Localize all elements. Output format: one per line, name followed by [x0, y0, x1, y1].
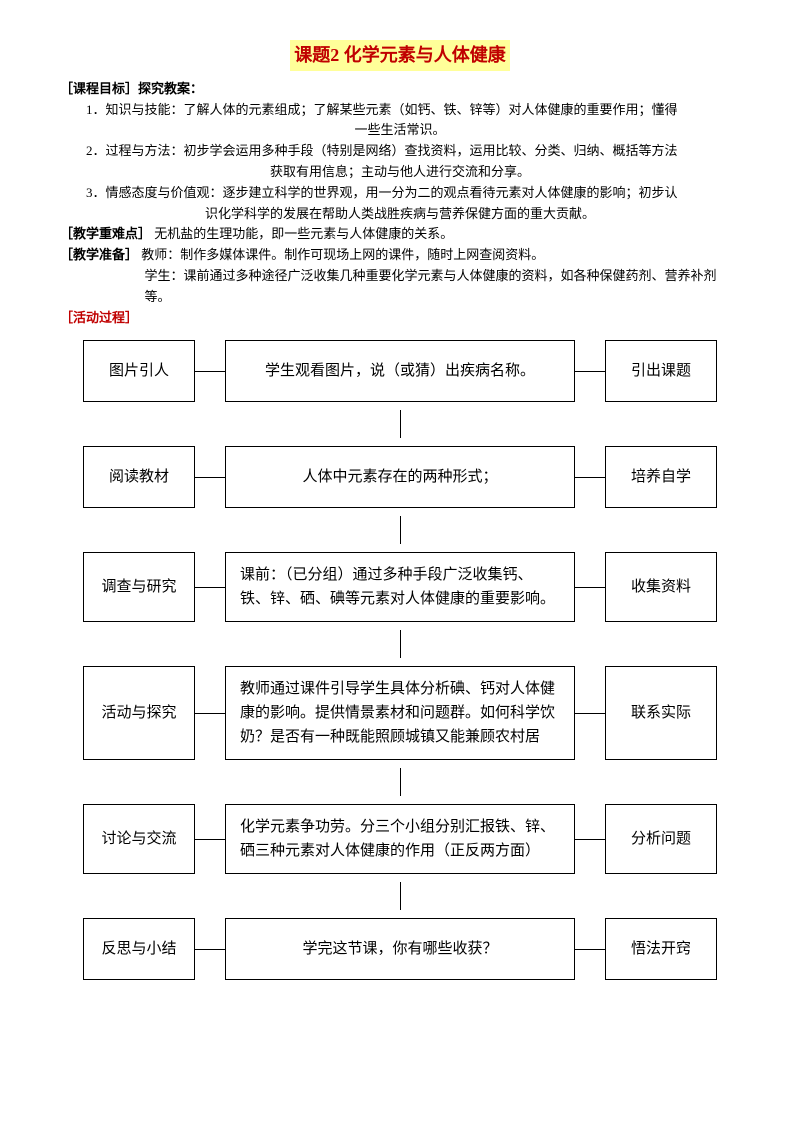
process-label: ［活动过程］ [60, 310, 138, 325]
flow-right-box: 培养自学 [605, 446, 717, 508]
item1-num: 1． [86, 102, 106, 117]
flow-mid-box: 课前：（已分组）通过多种手段广泛收集钙、铁、锌、硒、碘等元素对人体健康的重要影响… [225, 552, 575, 622]
flow-mid-box: 学完这节课，你有哪些收获？ [225, 918, 575, 980]
flowchart: 图片引人 学生观看图片，说（或猜）出疾病名称。 引出课题 阅读教材 人体中元素存… [60, 340, 740, 980]
flow-right-box: 分析问题 [605, 804, 717, 874]
item2-num: 2． [86, 143, 106, 158]
flow-mid-box: 学生观看图片，说（或猜）出疾病名称。 [225, 340, 575, 402]
flow-row: 活动与探究 教师通过课件引导学生具体分析碘、钙对人体健康的影响。提供情景素材和问… [60, 666, 740, 760]
flow-right-box: 悟法开窍 [605, 918, 717, 980]
flow-mid-box: 化学元素争功劳。分三个小组分别汇报铁、锌、硒三种元素对人体健康的作用（正反两方面… [225, 804, 575, 874]
item1-text2: 一些生活常识。 [354, 122, 445, 137]
flow-row: 调查与研究 课前：（已分组）通过多种手段广泛收集钙、铁、锌、硒、碘等元素对人体健… [60, 552, 740, 622]
flow-left-box: 图片引人 [83, 340, 195, 402]
flow-row: 讨论与交流 化学元素争功劳。分三个小组分别汇报铁、锌、硒三种元素对人体健康的作用… [60, 804, 740, 874]
item2-text1: 初步学会运用多种手段（特别是网络）查找资料，运用比较、分类、归纳、概括等方法 [184, 143, 678, 158]
prep-label: ［教学准备］ [60, 247, 138, 262]
flow-left-box: 调查与研究 [83, 552, 195, 622]
prep-teacher: 教师：制作多媒体课件。制作可现场上网的课件，随时上网查阅资料。 [141, 247, 544, 262]
page-title: 课题2 化学元素与人体健康 [290, 40, 510, 71]
item3-label: 情感态度与价值观： [106, 185, 223, 200]
flow-left-box: 活动与探究 [83, 666, 195, 760]
flow-left-box: 阅读教材 [83, 446, 195, 508]
item3-text2: 识化学科学的发展在帮助人类战胜疾病与营养保健方面的重大贡献。 [205, 206, 595, 221]
flow-right-box: 引出课题 [605, 340, 717, 402]
flow-right-box: 联系实际 [605, 666, 717, 760]
objectives-label: ［课程目标］探究教案： [60, 81, 203, 96]
difficulty-text: 无机盐的生理功能，即一些元素与人体健康的关系。 [154, 226, 453, 241]
item2-text2: 获取有用信息；主动与他人进行交流和分享。 [270, 164, 530, 179]
flow-mid-box: 教师通过课件引导学生具体分析碘、钙对人体健康的影响。提供情景素材和问题群。如何科… [225, 666, 575, 760]
flow-right-box: 收集资料 [605, 552, 717, 622]
item1-label: 知识与技能： [106, 102, 184, 117]
flow-row: 阅读教材 人体中元素存在的两种形式； 培养自学 [60, 446, 740, 508]
flow-left-box: 讨论与交流 [83, 804, 195, 874]
difficulty-label: ［教学重难点］ [60, 226, 151, 241]
item3-num: 3． [86, 185, 106, 200]
item3-text1: 逐步建立科学的世界观，用一分为二的观点看待元素对人体健康的影响；初步认 [223, 185, 678, 200]
flow-left-box: 反思与小结 [83, 918, 195, 980]
flow-row: 图片引人 学生观看图片，说（或猜）出疾病名称。 引出课题 [60, 340, 740, 402]
flow-mid-box: 人体中元素存在的两种形式； [225, 446, 575, 508]
item2-label: 过程与方法： [106, 143, 184, 158]
prep-student: 学生：课前通过多种途径广泛收集几种重要化学元素与人体健康的资料，如各种保健药剂、… [145, 268, 717, 304]
flow-row: 反思与小结 学完这节课，你有哪些收获？ 悟法开窍 [60, 918, 740, 980]
item1-text1: 了解人体的元素组成；了解某些元素（如钙、铁、锌等）对人体健康的重要作用；懂得 [184, 102, 678, 117]
